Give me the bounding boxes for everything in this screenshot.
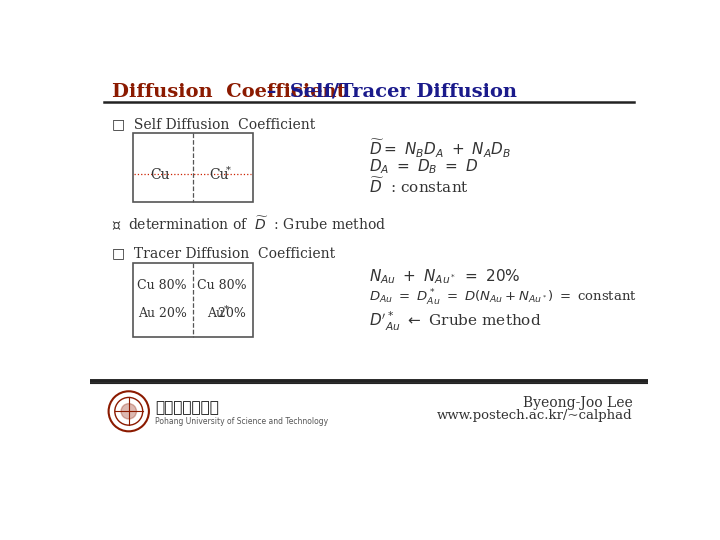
Text: Pohang University of Science and Technology: Pohang University of Science and Technol… — [155, 417, 328, 427]
Text: *: * — [226, 166, 231, 175]
Text: –  Self/Tracer Diffusion: – Self/Tracer Diffusion — [261, 83, 518, 101]
Text: Au 20%: Au 20% — [138, 307, 186, 320]
Text: $D_{Au} \ = \ D^*_{Au} \ = \ D(N_{Au}+N_{Au^*}) \ = $ constant: $D_{Au} \ = \ D^*_{Au} \ = \ D(N_{Au}+N_… — [369, 288, 637, 308]
Text: $N_{Au} \ + \ N_{Au^*} \ = \ 20\%$: $N_{Au} \ + \ N_{Au^*} \ = \ 20\%$ — [369, 267, 521, 286]
Text: Cu 80%: Cu 80% — [197, 279, 246, 292]
Text: ※  determination of  $\widetilde{D}$  : Grube method: ※ determination of $\widetilde{D}$ : Gru… — [112, 215, 386, 233]
Text: □  Tracer Diffusion  Coefficient: □ Tracer Diffusion Coefficient — [112, 246, 335, 260]
Text: *: * — [224, 305, 229, 313]
Text: $D'^*_{Au} \ \leftarrow \ $Grube method: $D'^*_{Au} \ \leftarrow \ $Grube method — [369, 309, 541, 333]
Text: Diffusion  Coefficient: Diffusion Coefficient — [112, 83, 346, 101]
Text: Cu: Cu — [150, 168, 170, 182]
Bar — [132, 264, 253, 336]
Text: 포항공과대학교: 포항공과대학교 — [155, 401, 219, 415]
Circle shape — [121, 403, 137, 419]
Text: $D_A \ = \ D_B \ = \ D$: $D_A \ = \ D_B \ = \ D$ — [369, 157, 478, 176]
Text: $\widetilde{D}$  : constant: $\widetilde{D}$ : constant — [369, 177, 469, 196]
Text: Byeong-Joo Lee: Byeong-Joo Lee — [523, 396, 632, 410]
Text: Cu 80%: Cu 80% — [138, 279, 187, 292]
Text: $\widetilde{D}$$ = \ N_B D_A \ + \ N_A D_B$: $\widetilde{D}$$ = \ N_B D_A \ + \ N_A D… — [369, 138, 511, 160]
Text: Au: Au — [207, 307, 224, 320]
Text: www.postech.ac.kr/~calphad: www.postech.ac.kr/~calphad — [437, 409, 632, 422]
Text: Cu: Cu — [210, 168, 229, 182]
Text: 20%: 20% — [215, 307, 246, 320]
Text: □  Self Diffusion  Coefficient: □ Self Diffusion Coefficient — [112, 117, 315, 131]
Bar — [132, 132, 253, 202]
